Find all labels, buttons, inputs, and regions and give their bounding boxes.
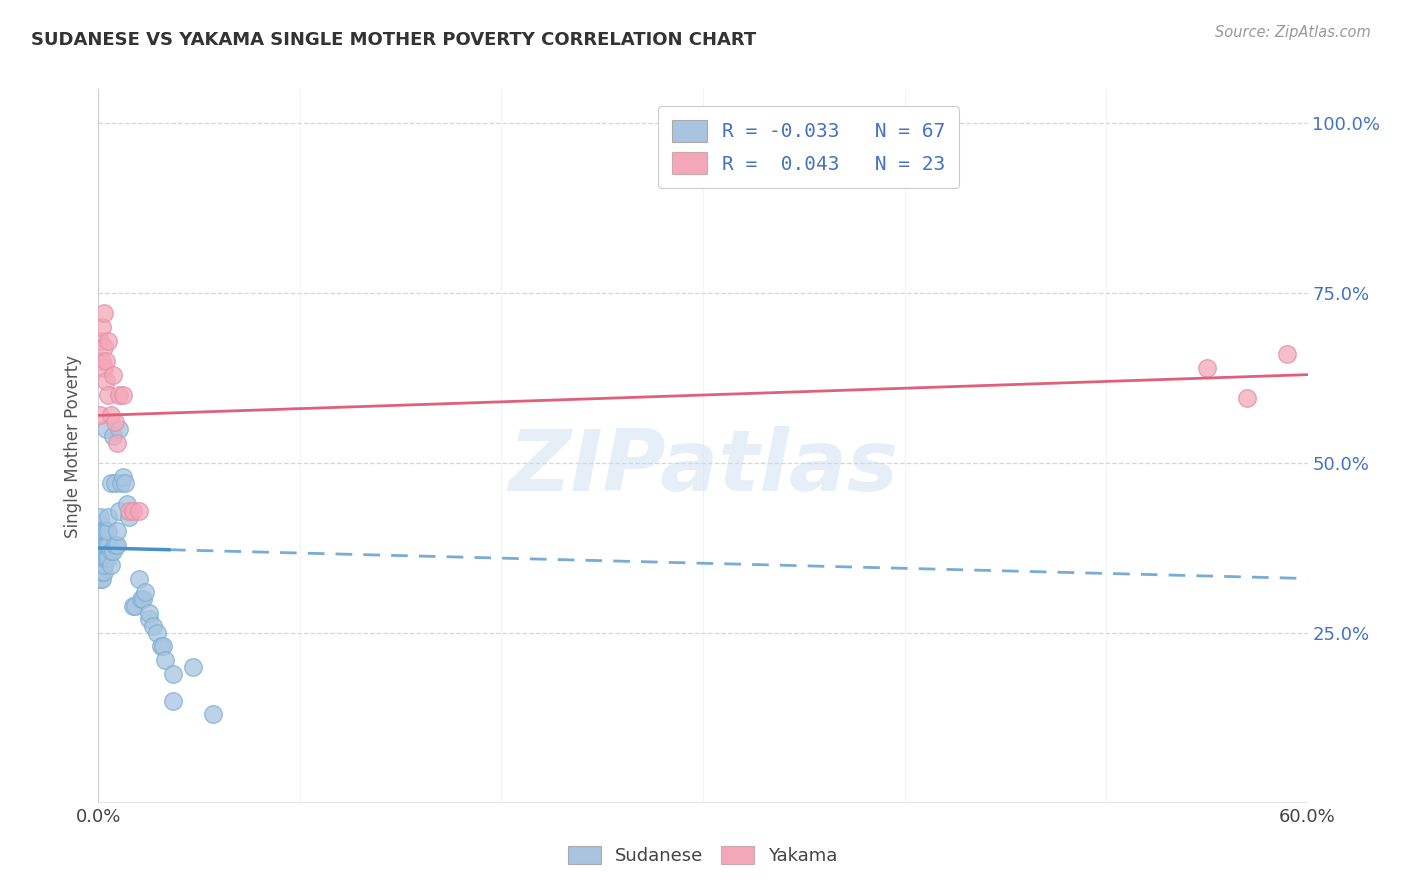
Point (129, 591, 152, 606)
Point (97, 537, 120, 551)
Point (87, 551, 110, 566)
Point (1277, 347, 1299, 361)
Legend: Sudanese, Yakama: Sudanese, Yakama (561, 838, 845, 872)
Point (128, 503, 150, 517)
Point (93, 341, 115, 355)
Point (89, 524, 111, 538)
Point (115, 497, 138, 511)
Point (89, 531, 111, 545)
Point (124, 599, 146, 613)
Point (91, 537, 114, 551)
Point (91, 565, 114, 579)
Point (89, 544, 111, 558)
Point (1236, 392, 1258, 406)
Point (93, 551, 115, 566)
Point (93, 558, 115, 572)
Point (89, 558, 111, 572)
Point (91, 354, 114, 368)
Point (138, 612, 160, 626)
Point (91, 524, 114, 538)
Point (118, 503, 141, 517)
Text: Source: ZipAtlas.com: Source: ZipAtlas.com (1215, 25, 1371, 40)
Point (97, 551, 120, 566)
Point (103, 537, 125, 551)
Point (100, 558, 122, 572)
Point (118, 510, 141, 524)
Point (101, 429, 124, 443)
Point (110, 476, 132, 491)
Point (114, 476, 136, 491)
Point (103, 415, 125, 429)
Point (96, 375, 118, 389)
Point (91, 320, 114, 334)
Point (91, 558, 114, 572)
Point (121, 599, 143, 613)
Point (111, 469, 134, 483)
Point (107, 422, 129, 436)
Point (100, 544, 122, 558)
Point (87, 565, 110, 579)
Point (101, 368, 124, 382)
Point (91, 544, 114, 558)
Point (107, 388, 129, 402)
Point (111, 388, 134, 402)
Point (142, 619, 165, 633)
Point (162, 666, 184, 681)
Point (96, 551, 118, 566)
Point (107, 503, 129, 517)
Point (134, 585, 156, 599)
Point (202, 707, 225, 722)
Point (89, 565, 111, 579)
Point (96, 537, 118, 551)
Y-axis label: Single Mother Poverty: Single Mother Poverty (65, 354, 83, 538)
Point (100, 409, 122, 423)
Point (153, 653, 176, 667)
Point (89, 572, 111, 586)
Point (100, 476, 122, 491)
Point (93, 360, 115, 375)
Point (132, 591, 155, 606)
Point (181, 660, 204, 674)
Point (89, 409, 111, 423)
Point (97, 388, 120, 402)
Point (97, 334, 120, 348)
Point (96, 524, 118, 538)
Point (93, 544, 115, 558)
Point (146, 626, 169, 640)
Point (89, 537, 111, 551)
Point (121, 503, 143, 517)
Point (149, 640, 172, 654)
Point (91, 531, 114, 545)
Point (97, 524, 120, 538)
Legend: R = -0.033   N = 67, R =  0.043   N = 23: R = -0.033 N = 67, R = 0.043 N = 23 (658, 106, 959, 188)
Point (93, 565, 115, 579)
Point (128, 572, 150, 586)
Point (89, 510, 111, 524)
Point (91, 572, 114, 586)
Point (89, 551, 111, 566)
Point (105, 524, 128, 538)
Point (96, 354, 118, 368)
Point (152, 640, 174, 654)
Point (93, 306, 115, 320)
Point (93, 524, 115, 538)
Point (91, 551, 114, 566)
Point (101, 544, 124, 558)
Point (89, 517, 111, 532)
Point (105, 537, 128, 551)
Point (93, 537, 115, 551)
Point (97, 510, 120, 524)
Point (89, 334, 111, 348)
Point (138, 606, 160, 620)
Text: ZIPatlas: ZIPatlas (508, 425, 898, 509)
Point (1195, 360, 1218, 375)
Point (103, 476, 125, 491)
Text: SUDANESE VS YAKAMA SINGLE MOTHER POVERTY CORRELATION CHART: SUDANESE VS YAKAMA SINGLE MOTHER POVERTY… (31, 31, 756, 49)
Point (96, 422, 118, 436)
Point (162, 694, 184, 708)
Point (105, 435, 128, 450)
